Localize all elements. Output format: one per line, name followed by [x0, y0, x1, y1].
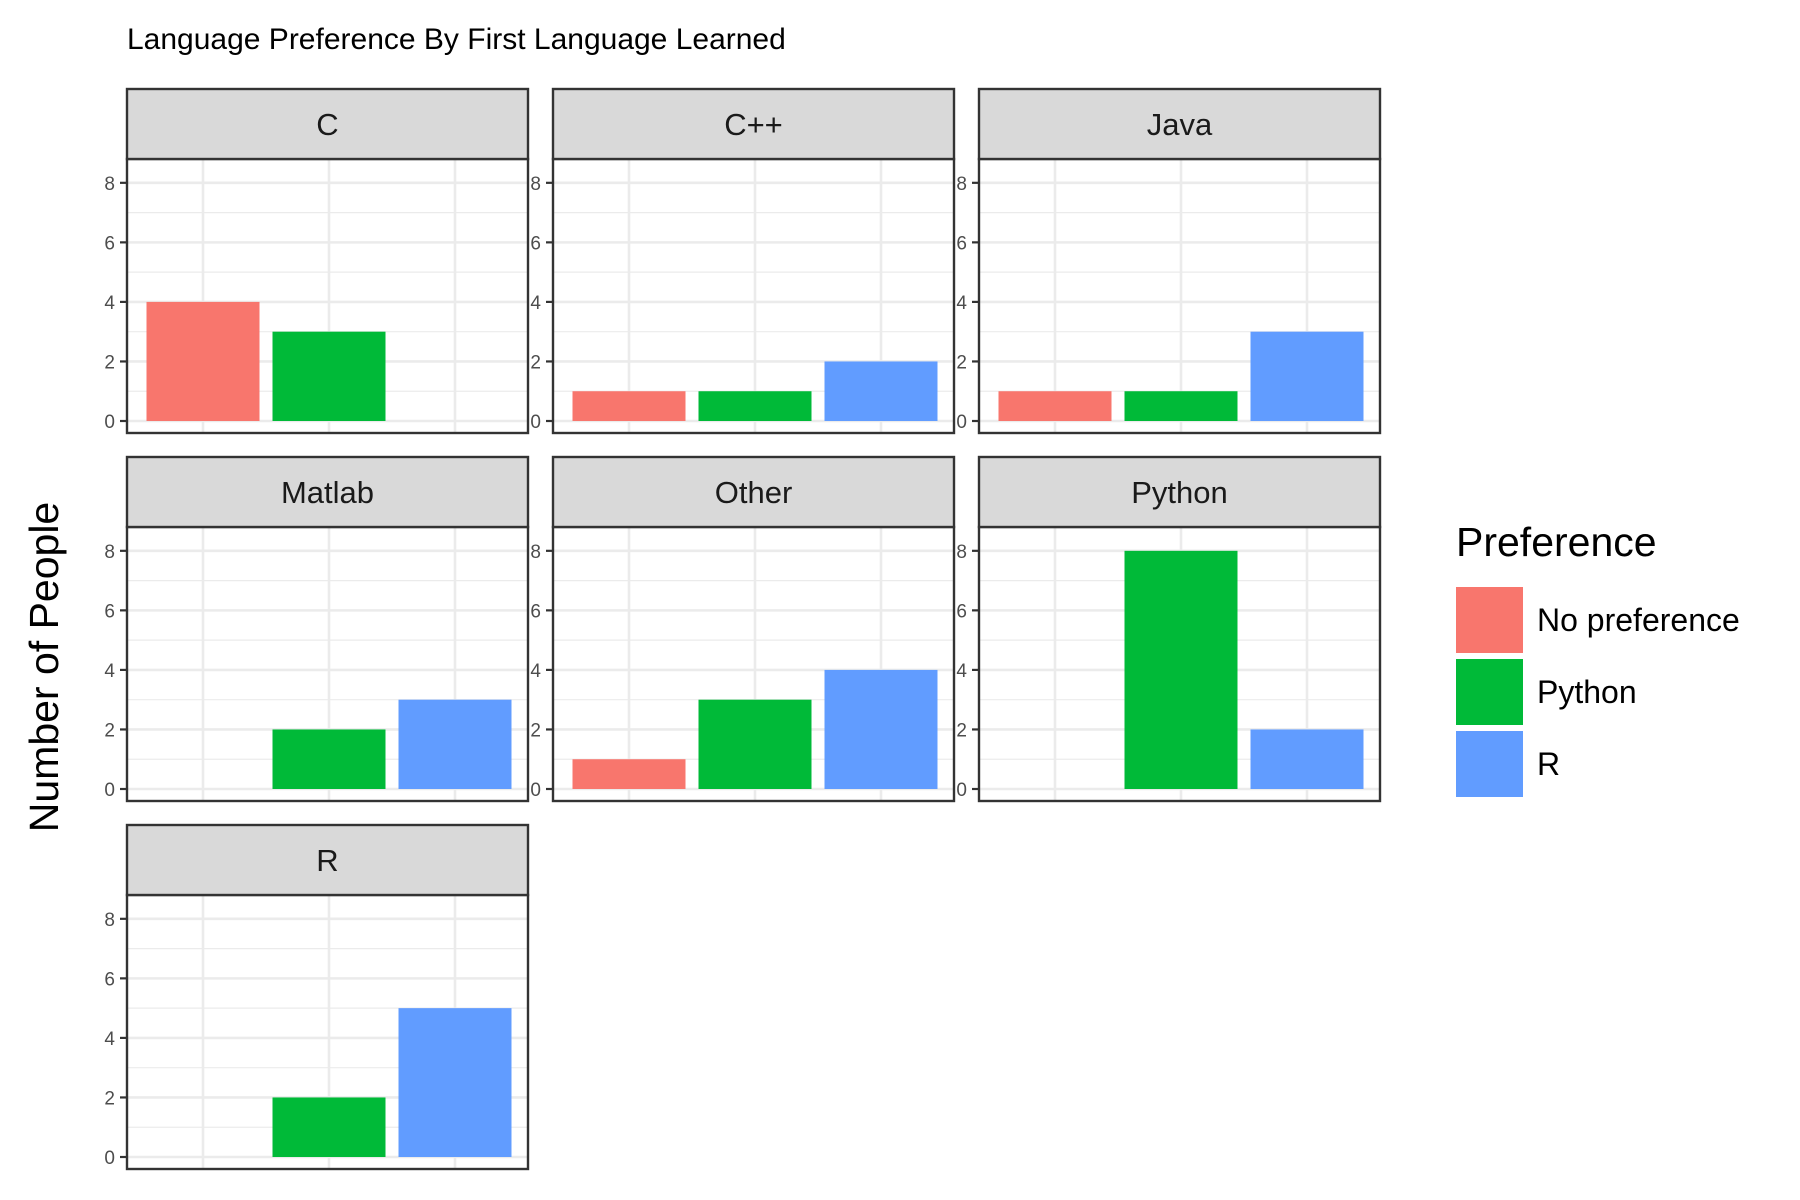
y-tick-label: 0 — [530, 780, 541, 801]
legend-entry-python: Python — [1456, 659, 1637, 725]
legend-label: No preference — [1537, 602, 1740, 638]
y-tick-label: 6 — [530, 233, 541, 254]
y-tick-label: 2 — [104, 720, 115, 741]
y-tick-label: 0 — [956, 780, 967, 801]
y-tick-label: 0 — [530, 412, 541, 433]
facet-panels: C 0 2 4 6 8 C++ 0 2 4 6 8 Java 0 2 4 6 8 Matlab 0 2 4 6 8 Other 0… — [104, 87, 1382, 1171]
y-tick-label: 4 — [530, 661, 541, 682]
strip-background — [125, 455, 530, 529]
y-tick-label: 8 — [530, 174, 541, 195]
y-tick-label: 8 — [104, 174, 115, 195]
facet-panel-matlab: Matlab 0 2 4 6 8 — [104, 455, 530, 803]
strip-label: Python — [1131, 475, 1228, 510]
y-tick-label: 6 — [104, 233, 115, 254]
y-tick-label: 6 — [956, 233, 967, 254]
facet-panel-python: Python 0 2 4 6 8 — [956, 455, 1382, 803]
bar-matlab-r — [398, 699, 512, 789]
y-tick-label: 2 — [956, 720, 967, 741]
strip-label: Java — [1147, 107, 1213, 142]
legend-key-r — [1456, 731, 1523, 797]
bar-other-python — [698, 699, 812, 789]
strip-background — [125, 823, 530, 897]
legend: Preference No preference Python R — [1456, 519, 1740, 797]
y-tick-label: 4 — [104, 1029, 115, 1050]
y-axis-label: Number of People — [21, 502, 67, 832]
y-tick-label: 6 — [104, 969, 115, 990]
bar-other-no-preference — [572, 759, 686, 789]
bar-python-python — [1124, 550, 1238, 789]
y-tick-label: 4 — [530, 293, 541, 314]
y-tick-label: 8 — [956, 174, 967, 195]
y-tick-label: 6 — [956, 601, 967, 622]
bar-python-r — [1250, 729, 1364, 789]
strip-label: Other — [715, 475, 793, 510]
bar-cplusplus-no-preference — [572, 391, 686, 421]
y-tick-label: 6 — [104, 601, 115, 622]
y-tick-label: 4 — [956, 293, 967, 314]
strip-label: C — [316, 107, 338, 142]
y-tick-label: 6 — [530, 601, 541, 622]
y-tick-label: 8 — [530, 542, 541, 563]
facet-panel-r: R 0 2 4 6 8 — [104, 823, 530, 1171]
y-tick-label: 4 — [956, 661, 967, 682]
legend-label: Python — [1537, 674, 1637, 710]
legend-label: R — [1537, 746, 1560, 782]
bar-matlab-python — [272, 729, 386, 789]
bar-other-r — [824, 669, 938, 789]
y-tick-label: 8 — [104, 542, 115, 563]
y-tick-label: 2 — [530, 720, 541, 741]
bar-cplusplus-python — [698, 391, 812, 421]
facet-panel-other: Other 0 2 4 6 8 — [530, 455, 956, 803]
legend-key-no-preference — [1456, 587, 1523, 653]
strip-background — [977, 455, 1382, 529]
y-tick-label: 0 — [104, 1148, 115, 1169]
strip-background — [551, 455, 956, 529]
strip-label: R — [316, 843, 338, 878]
legend-key-python — [1456, 659, 1523, 725]
y-tick-label: 0 — [104, 780, 115, 801]
y-tick-label: 2 — [956, 352, 967, 373]
y-tick-label: 8 — [104, 910, 115, 931]
y-tick-label: 2 — [104, 352, 115, 373]
facet-panel-java: Java 0 2 4 6 8 — [956, 87, 1382, 435]
legend-entry-r: R — [1456, 731, 1560, 797]
bar-c-no-preference — [146, 301, 260, 421]
strip-label: C++ — [724, 107, 783, 142]
bar-cplusplus-r — [824, 361, 938, 421]
facet-panel-c: C 0 2 4 6 8 — [104, 87, 530, 435]
strip-background — [551, 87, 956, 161]
y-tick-label: 2 — [104, 1088, 115, 1109]
bar-r-python — [272, 1097, 386, 1157]
bar-java-no-preference — [998, 391, 1112, 421]
y-tick-label: 4 — [104, 661, 115, 682]
strip-background — [125, 87, 530, 161]
facet-panel-cplusplus: C++ 0 2 4 6 8 — [530, 87, 956, 435]
strip-background — [977, 87, 1382, 161]
y-tick-label: 8 — [956, 542, 967, 563]
legend-title: Preference — [1456, 519, 1657, 565]
legend-entry-no-preference: No preference — [1456, 587, 1740, 653]
bar-c-python — [272, 331, 386, 421]
strip-label: Matlab — [281, 475, 374, 510]
y-tick-label: 0 — [104, 412, 115, 433]
y-tick-label: 2 — [530, 352, 541, 373]
chart-title: Language Preference By First Language Le… — [127, 23, 786, 56]
bar-java-r — [1250, 331, 1364, 421]
bar-java-python — [1124, 391, 1238, 421]
legend-entries: No preference Python R — [1456, 587, 1740, 797]
bar-r-r — [398, 1008, 512, 1157]
y-tick-label: 0 — [956, 412, 967, 433]
y-tick-label: 4 — [104, 293, 115, 314]
